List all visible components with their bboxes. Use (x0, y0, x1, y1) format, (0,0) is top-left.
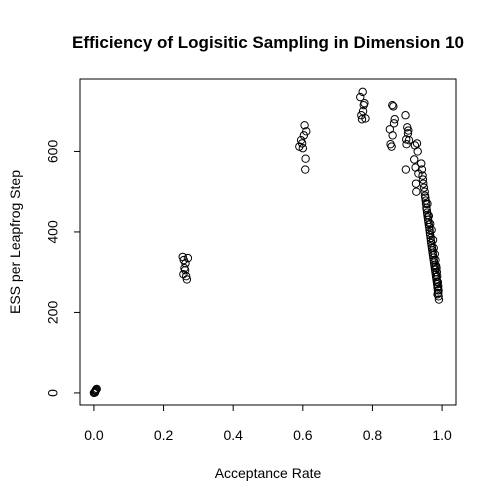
data-point (433, 278, 443, 287)
data-point (388, 131, 397, 140)
data-point (432, 263, 441, 273)
data-point (427, 225, 436, 235)
data-point (301, 154, 310, 163)
data-point (360, 98, 369, 108)
data-point (419, 183, 429, 192)
data-point (361, 114, 370, 123)
data-point (434, 288, 443, 298)
data-point (90, 388, 100, 397)
data-point (418, 175, 428, 184)
data-point (434, 295, 444, 304)
data-point (389, 102, 398, 111)
x-tick-label: 1.0 (432, 427, 452, 443)
data-point (425, 225, 434, 235)
data-point (433, 272, 442, 281)
x-tick-label: 0.4 (223, 427, 243, 443)
data-point (358, 87, 367, 97)
x-axis: 0.0 0.2 0.4 0.6 0.8 1.0 (84, 404, 452, 443)
data-point (410, 155, 419, 164)
data-point (416, 159, 426, 168)
data-point (431, 255, 440, 265)
data-point (298, 144, 308, 153)
data-point (402, 140, 411, 149)
data-point (182, 275, 192, 284)
data-point (404, 126, 413, 135)
data-point (429, 243, 438, 253)
data-point (301, 165, 310, 174)
y-tick-label: 600 (45, 140, 61, 164)
plot-frame (79, 78, 457, 406)
data-point (426, 230, 435, 240)
data-point (412, 187, 421, 196)
data-point (390, 115, 399, 124)
data-point (412, 139, 422, 148)
data-point (181, 272, 191, 281)
data-point (421, 193, 430, 202)
y-tick-label: 400 (45, 220, 61, 244)
data-point (434, 282, 443, 291)
data-point (424, 211, 434, 221)
data-point (181, 259, 190, 268)
data-point (428, 235, 438, 245)
data-point (180, 265, 190, 275)
data-point (420, 187, 429, 196)
x-tick-label: 0.6 (293, 427, 313, 443)
data-point (434, 286, 443, 295)
data-point (358, 106, 368, 116)
data-point (401, 165, 411, 174)
x-tick-label: 0.8 (363, 427, 383, 443)
data-point (434, 292, 443, 301)
x-tick-label: 0.0 (84, 427, 104, 443)
data-point (432, 267, 442, 277)
points-layer (89, 87, 444, 398)
y-tick-label: 200 (45, 301, 61, 325)
chart-title: Efficiency of Logisitic Sampling in Dime… (72, 33, 464, 52)
y-tick-label: 0 (45, 389, 61, 397)
data-point (423, 199, 432, 208)
data-point (419, 179, 428, 188)
data-point (418, 171, 427, 180)
data-point (299, 131, 309, 140)
data-point (387, 142, 396, 151)
y-axis: 0 200 400 600 (45, 140, 81, 397)
data-point (433, 290, 442, 299)
data-point (413, 147, 422, 156)
data-point (426, 219, 435, 229)
data-point (302, 127, 311, 136)
data-point (389, 119, 399, 128)
data-point (401, 111, 410, 120)
data-point (417, 165, 427, 174)
data-point (404, 135, 414, 145)
x-axis-label: Acceptance Rate (215, 465, 322, 481)
data-point (430, 249, 439, 259)
x-tick-label: 0.2 (154, 427, 174, 443)
data-point (357, 115, 367, 124)
data-point (411, 179, 421, 188)
data-point (388, 100, 397, 110)
data-point (297, 139, 307, 148)
data-point (356, 92, 365, 102)
y-axis-label: ESS per Leapfrog Step (7, 170, 23, 314)
data-point (183, 253, 193, 263)
data-point (300, 121, 309, 130)
